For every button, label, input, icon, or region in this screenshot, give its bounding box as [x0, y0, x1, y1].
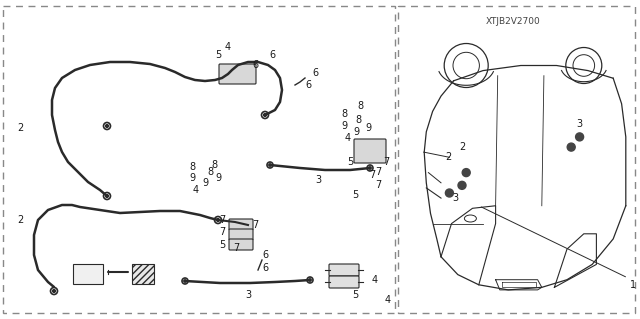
Text: 3: 3: [576, 119, 582, 129]
Text: 7: 7: [383, 157, 389, 167]
FancyBboxPatch shape: [354, 139, 386, 163]
Text: 2: 2: [445, 152, 451, 162]
Text: 3: 3: [452, 193, 459, 203]
Text: 6: 6: [252, 60, 258, 70]
Circle shape: [216, 219, 220, 221]
Circle shape: [184, 280, 186, 282]
Circle shape: [309, 279, 311, 281]
Text: 7: 7: [252, 220, 258, 230]
Bar: [73, 264, 103, 284]
Circle shape: [445, 189, 453, 197]
Bar: [132, 264, 154, 284]
Text: 7: 7: [219, 227, 225, 237]
Text: 6: 6: [262, 263, 268, 273]
Text: 9: 9: [365, 123, 371, 133]
Circle shape: [575, 133, 584, 141]
FancyBboxPatch shape: [329, 264, 359, 276]
Text: 5: 5: [215, 50, 221, 60]
Circle shape: [106, 125, 108, 127]
Circle shape: [269, 164, 271, 166]
Text: 4: 4: [372, 275, 378, 285]
Text: 6: 6: [262, 250, 268, 260]
Text: 8: 8: [355, 115, 361, 125]
Text: 7: 7: [375, 167, 381, 177]
Text: 6: 6: [312, 68, 318, 78]
Text: 8: 8: [207, 167, 213, 177]
Circle shape: [264, 114, 266, 116]
Text: 6: 6: [305, 80, 311, 90]
Circle shape: [369, 167, 371, 169]
Text: 7: 7: [375, 180, 381, 190]
Text: 1: 1: [630, 280, 636, 290]
Text: XTJB2V2700: XTJB2V2700: [486, 18, 540, 26]
Text: 8: 8: [211, 160, 217, 170]
Circle shape: [52, 290, 56, 293]
Text: 2: 2: [17, 215, 23, 225]
Text: 9: 9: [215, 173, 221, 183]
FancyBboxPatch shape: [219, 64, 256, 84]
Text: 2: 2: [17, 123, 23, 133]
FancyBboxPatch shape: [329, 276, 359, 288]
Text: 4: 4: [193, 185, 199, 195]
Text: 9: 9: [202, 178, 208, 188]
Text: 5: 5: [347, 157, 353, 167]
Text: 4: 4: [385, 295, 391, 305]
Text: 4: 4: [225, 42, 231, 52]
Text: 8: 8: [189, 162, 195, 172]
Text: 3: 3: [245, 290, 251, 300]
Text: 7: 7: [233, 243, 239, 253]
Text: 9: 9: [341, 121, 347, 131]
Text: 8: 8: [357, 101, 363, 111]
FancyBboxPatch shape: [229, 239, 253, 250]
Text: 5: 5: [219, 240, 225, 250]
Text: 8: 8: [341, 109, 347, 119]
Text: 7: 7: [219, 215, 225, 225]
Text: 6: 6: [269, 50, 275, 60]
Text: 5: 5: [352, 290, 358, 300]
Circle shape: [567, 143, 575, 151]
Text: 9: 9: [353, 127, 359, 137]
Circle shape: [458, 181, 466, 189]
Text: 7: 7: [369, 170, 375, 180]
FancyBboxPatch shape: [229, 229, 253, 240]
Text: 5: 5: [352, 190, 358, 200]
Bar: [398, 6, 635, 313]
Circle shape: [462, 169, 470, 177]
Text: 9: 9: [189, 173, 195, 183]
Text: 4: 4: [345, 133, 351, 143]
FancyBboxPatch shape: [229, 219, 253, 230]
Text: 3: 3: [315, 175, 321, 185]
Circle shape: [106, 195, 108, 197]
Text: 2: 2: [459, 142, 465, 152]
Bar: [3, 6, 395, 313]
